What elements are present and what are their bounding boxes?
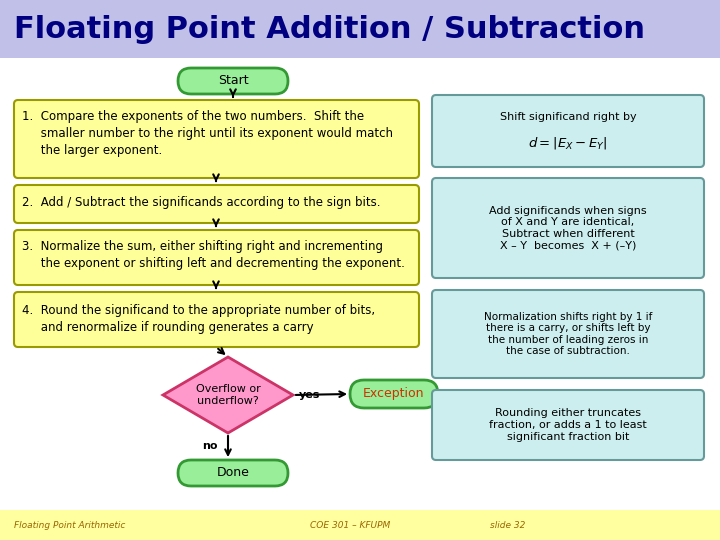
- Text: slide 32: slide 32: [490, 521, 526, 530]
- Text: 4.  Round the significand to the appropriate number of bits,
     and renormaliz: 4. Round the significand to the appropri…: [22, 304, 375, 334]
- Text: Exception: Exception: [364, 388, 425, 401]
- FancyBboxPatch shape: [14, 185, 419, 223]
- Text: Floating Point Arithmetic: Floating Point Arithmetic: [14, 521, 125, 530]
- Text: 3.  Normalize the sum, either shifting right and incrementing
     the exponent : 3. Normalize the sum, either shifting ri…: [22, 240, 405, 270]
- Text: 2.  Add / Subtract the significands according to the sign bits.: 2. Add / Subtract the significands accor…: [22, 196, 380, 209]
- FancyBboxPatch shape: [178, 460, 288, 486]
- Text: Add significands when signs
of X and Y are identical,
Subtract when different
X : Add significands when signs of X and Y a…: [489, 206, 647, 251]
- FancyBboxPatch shape: [350, 380, 438, 408]
- FancyBboxPatch shape: [14, 292, 419, 347]
- FancyBboxPatch shape: [432, 178, 704, 278]
- Text: $d = | E_X - E_Y |$: $d = | E_X - E_Y |$: [528, 135, 608, 151]
- Bar: [0, 510, 720, 540]
- Text: yes: yes: [299, 390, 320, 400]
- Text: Done: Done: [217, 467, 249, 480]
- Text: Start: Start: [217, 75, 248, 87]
- FancyBboxPatch shape: [432, 290, 704, 378]
- FancyBboxPatch shape: [432, 95, 704, 167]
- Text: COE 301 – KFUPM: COE 301 – KFUPM: [310, 521, 390, 530]
- Text: Floating Point Addition / Subtraction: Floating Point Addition / Subtraction: [14, 15, 645, 44]
- Text: Shift significand right by: Shift significand right by: [500, 112, 636, 122]
- Text: Normalization shifts right by 1 if
there is a carry, or shifts left by
the numbe: Normalization shifts right by 1 if there…: [484, 312, 652, 356]
- FancyBboxPatch shape: [14, 100, 419, 178]
- Text: Rounding either truncates
fraction, or adds a 1 to least
significant fraction bi: Rounding either truncates fraction, or a…: [489, 408, 647, 442]
- Text: Overflow or
underflow?: Overflow or underflow?: [196, 384, 261, 406]
- FancyBboxPatch shape: [432, 390, 704, 460]
- Text: no: no: [202, 441, 217, 451]
- Bar: [0, 58, 720, 510]
- FancyBboxPatch shape: [178, 68, 288, 94]
- Polygon shape: [163, 357, 293, 433]
- Bar: [0, 0, 720, 58]
- FancyBboxPatch shape: [14, 230, 419, 285]
- Text: 1.  Compare the exponents of the two numbers.  Shift the
     smaller number to : 1. Compare the exponents of the two numb…: [22, 110, 393, 157]
